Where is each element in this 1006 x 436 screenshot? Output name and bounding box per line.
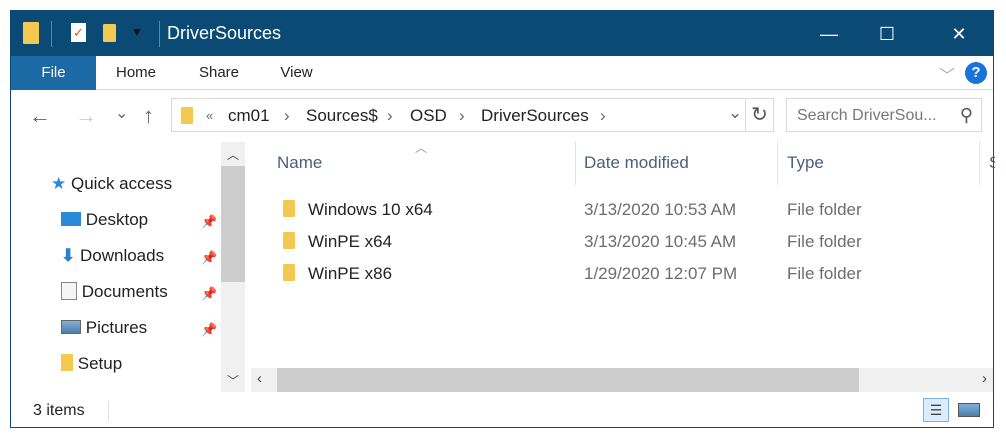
scroll-right-icon[interactable]: › — [982, 370, 987, 387]
sort-ascending-icon: ︿ — [415, 141, 428, 155]
sidebar-item-setup[interactable]: Setup — [61, 354, 122, 374]
address-dropdown-icon[interactable]: ⌄ — [728, 103, 743, 122]
column-header-size[interactable]: S — [989, 153, 995, 172]
sidebar-item-label: Pictures — [85, 318, 148, 337]
download-icon: ⬇ — [61, 246, 76, 265]
divider — [51, 21, 52, 47]
column-divider[interactable] — [979, 141, 980, 185]
pin-icon[interactable]: 📌 — [201, 286, 218, 301]
documents-icon — [61, 282, 77, 300]
sidebar-item-label: Setup — [77, 354, 123, 373]
properties-icon[interactable]: ✓ — [71, 23, 86, 42]
overflow-icon[interactable]: « — [206, 108, 214, 123]
chevron-right-icon[interactable]: › — [284, 106, 290, 125]
search-icon[interactable]: ⚲ — [959, 105, 973, 125]
sidebar-item-label: Downloads — [79, 246, 165, 265]
desktop-icon — [61, 212, 81, 226]
file-type: File folder — [787, 200, 862, 219]
folder-icon — [23, 22, 39, 44]
file-date: 1/29/2020 12:07 PM — [584, 264, 738, 283]
tab-view[interactable]: View — [280, 64, 313, 81]
sidebar-item-pictures[interactable]: Pictures — [61, 318, 147, 338]
breadcrumb-driversources[interactable]: DriverSources — [481, 106, 589, 125]
breadcrumb-sources[interactable]: Sources$ — [306, 106, 378, 125]
column-header-name[interactable]: Name — [277, 153, 323, 172]
chevron-right-icon[interactable]: › — [387, 106, 393, 125]
pin-icon[interactable]: 📌 — [201, 322, 218, 337]
file-date: 3/13/2020 10:45 AM — [584, 232, 737, 251]
folder-icon — [61, 354, 73, 371]
breadcrumb-cm01[interactable]: cm01 — [228, 106, 270, 125]
sidebar-item-label: Quick access — [70, 174, 173, 193]
column-divider[interactable] — [575, 141, 576, 185]
folder-icon — [283, 264, 295, 281]
explorer-window: ✓ ▼ DriverSources — ☐ ✕ File Home Share … — [10, 10, 995, 428]
column-divider[interactable] — [777, 141, 778, 185]
divider — [108, 401, 109, 421]
sidebar-item-quick-access[interactable]: ★ Quick access — [51, 174, 172, 194]
divider — [159, 21, 160, 47]
chevron-right-icon[interactable]: › — [459, 106, 465, 125]
search-input[interactable]: Search DriverSou... ⚲ — [786, 98, 982, 132]
ribbon: File Home Share View ﹀ ? — [11, 56, 993, 90]
maximize-button[interactable]: ☐ — [878, 24, 896, 44]
column-header-date[interactable]: Date modified — [584, 153, 689, 172]
file-name[interactable]: Windows 10 x64 — [308, 200, 433, 219]
title-bar: ✓ ▼ DriverSources — ☐ ✕ — [11, 11, 993, 56]
close-button[interactable]: ✕ — [951, 24, 967, 44]
file-date: 3/13/2020 10:53 AM — [584, 200, 737, 219]
details-view-icon[interactable]: ☰ — [923, 398, 949, 422]
new-folder-icon[interactable] — [103, 24, 116, 42]
recent-locations-button[interactable]: ⌄ — [115, 105, 129, 122]
sidebar-item-desktop[interactable]: Desktop — [61, 210, 148, 230]
file-type: File folder — [787, 264, 862, 283]
refresh-button[interactable]: ↻ — [746, 98, 774, 132]
scroll-down-icon[interactable]: ﹀ — [227, 374, 240, 388]
navigation-pane: ★ Quick access Desktop ⬇ Downloads Docum… — [11, 142, 221, 392]
help-icon[interactable]: ? — [965, 62, 987, 84]
column-header-type[interactable]: Type — [787, 153, 824, 172]
up-button[interactable]: ↑ — [143, 103, 154, 128]
folder-icon — [283, 200, 295, 217]
file-type: File folder — [787, 232, 862, 251]
scroll-thumb[interactable] — [221, 166, 245, 282]
pin-icon[interactable]: 📌 — [201, 250, 218, 265]
sidebar-item-documents[interactable]: Documents — [61, 282, 168, 302]
window-title: DriverSources — [167, 23, 282, 43]
tab-home[interactable]: Home — [115, 64, 156, 81]
forward-button[interactable]: → — [75, 103, 97, 128]
pictures-icon — [61, 320, 81, 334]
search-placeholder: Search DriverSou... — [797, 107, 937, 124]
star-icon: ★ — [51, 174, 67, 193]
chevron-right-icon[interactable]: › — [600, 106, 606, 125]
tab-share[interactable]: Share — [198, 64, 240, 81]
large-icons-view-icon[interactable] — [958, 403, 980, 417]
tab-file[interactable]: File — [11, 56, 96, 90]
minimize-button[interactable]: — — [820, 24, 838, 44]
breadcrumb-osd[interactable]: OSD — [410, 106, 447, 125]
folder-icon — [181, 107, 193, 124]
folder-icon — [283, 232, 295, 249]
scroll-thumb[interactable] — [277, 368, 859, 392]
back-button[interactable]: ← — [29, 103, 51, 128]
sidebar-item-label: Documents — [81, 282, 168, 301]
status-item-count: 3 items — [33, 402, 85, 419]
address-bar[interactable]: « cm01 › Sources$ › OSD › DriverSources … — [171, 98, 746, 132]
sidebar-item-downloads[interactable]: ⬇ Downloads — [61, 246, 164, 266]
pin-icon[interactable]: 📌 — [201, 214, 218, 229]
horizontal-scrollbar[interactable]: ‹ › — [251, 368, 993, 392]
file-name[interactable]: WinPE x86 — [308, 264, 393, 283]
expand-ribbon-icon[interactable]: ﹀ — [938, 68, 955, 85]
customize-toolbar-icon[interactable]: ▼ — [131, 25, 143, 39]
nav-scrollbar[interactable]: ︿ ﹀ — [221, 142, 245, 392]
scroll-left-icon[interactable]: ‹ — [257, 370, 262, 387]
scroll-up-icon[interactable]: ︿ — [227, 148, 240, 162]
sidebar-item-label: Desktop — [85, 210, 149, 229]
file-name[interactable]: WinPE x64 — [308, 232, 393, 251]
